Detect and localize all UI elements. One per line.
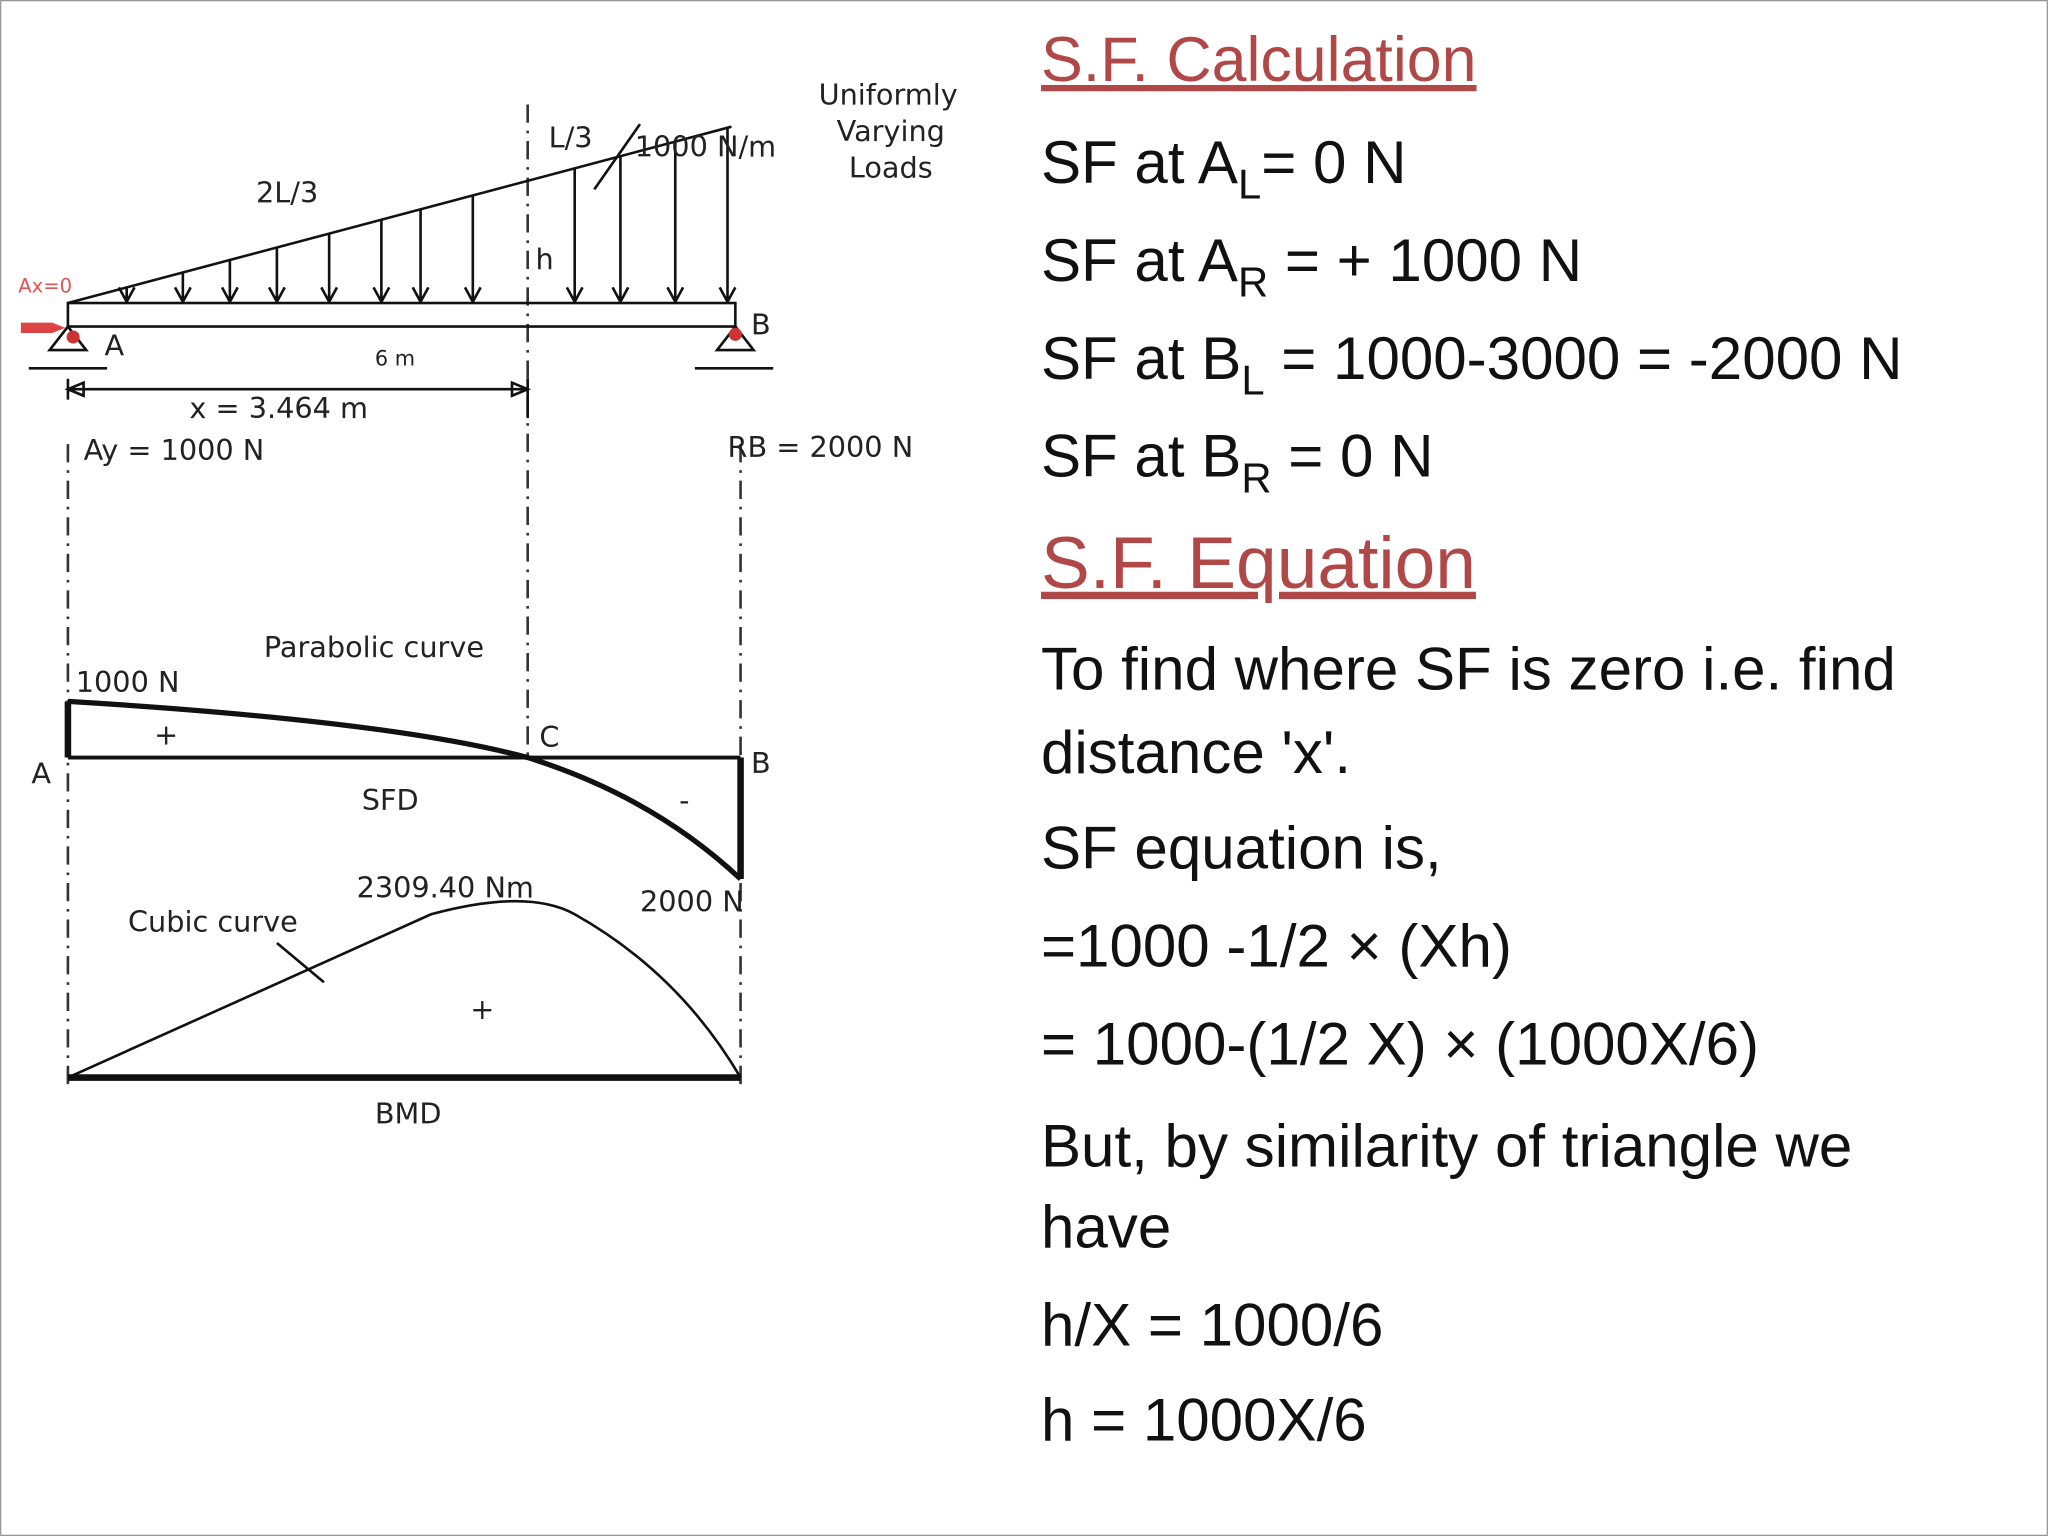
label: C [539, 720, 559, 754]
subscript: L [1238, 161, 1261, 208]
label: L/3 [549, 121, 593, 155]
label: Ay = 1000 N [84, 433, 265, 467]
label: Ax=0 [18, 275, 72, 298]
label: h [536, 242, 554, 276]
subscript: L [1241, 356, 1264, 403]
label: 2000 N [640, 885, 744, 919]
text: SF at A [1041, 129, 1238, 196]
body-line: distance 'x'. [1041, 719, 1351, 786]
beam-diagram: Ax=0 A B 2L/3 L/3 1000 N/m Uniformly Var… [18, 77, 957, 1130]
load-arrow [718, 127, 737, 305]
label: B [751, 746, 771, 780]
text: = + 1000 N [1268, 227, 1582, 294]
label: Parabolic curve [264, 630, 484, 664]
text: SF at B [1041, 325, 1241, 392]
load-arrow [463, 195, 482, 305]
load-arrow [611, 156, 630, 305]
text: SF at A [1041, 227, 1238, 294]
label: Loads [849, 151, 933, 185]
body-line: h/X = 1000/6 [1041, 1291, 1383, 1358]
text: = 0 N [1272, 423, 1434, 490]
label: B [751, 307, 771, 341]
text: SF at B [1041, 423, 1241, 490]
calc-line: SF at AL= 0 N [1041, 129, 1407, 208]
heading: S.F. Calculation [1041, 25, 1477, 95]
body-line: = 1000-(1/2 X) × (1000X/6) [1041, 1010, 1759, 1077]
label: A [31, 757, 51, 791]
label: BMD [375, 1096, 442, 1130]
body-line: To find where SF is zero i.e. find [1041, 636, 1896, 703]
body-line: =1000 -1/2 × (Xh) [1041, 913, 1512, 980]
subscript: R [1241, 454, 1271, 501]
label: 2L/3 [256, 175, 318, 209]
load-arrow [320, 233, 339, 305]
load-arrow [173, 272, 192, 305]
calc-line: SF at BL = 1000-3000 = -2000 N [1041, 325, 1903, 404]
load-arrow [267, 247, 286, 305]
label: Varying [837, 114, 945, 148]
body-line: have [1041, 1193, 1171, 1260]
label: - [679, 783, 689, 817]
load-arrow [220, 259, 239, 305]
label: A [104, 328, 124, 362]
load-arrow [565, 168, 584, 305]
heading: S.F. Equation [1041, 523, 1476, 604]
label: Cubic curve [128, 904, 298, 938]
body-line: h = 1000X/6 [1041, 1387, 1367, 1454]
label: 6 m [375, 347, 415, 371]
label: 1000 N [76, 665, 180, 699]
body-line: SF equation is, [1041, 815, 1442, 882]
label: Uniformly [819, 77, 958, 111]
text: = 1000-3000 = -2000 N [1265, 325, 1903, 392]
label: SFD [362, 783, 419, 817]
load-arrow [411, 209, 430, 305]
text: = 0 N [1261, 129, 1406, 196]
load-arrow [117, 286, 136, 305]
subscript: R [1238, 258, 1268, 305]
load-arrow [666, 141, 685, 305]
label: + [154, 717, 178, 751]
label: 2309.40 Nm [357, 870, 534, 904]
label: + [470, 992, 494, 1026]
label: 1000 N/m [635, 130, 776, 164]
text-content: S.F. Calculation SF at AL= 0 NSF at AR =… [1041, 25, 1903, 1454]
calc-line: SF at AR = + 1000 N [1041, 227, 1582, 306]
calc-line: SF at BR = 0 N [1041, 423, 1434, 502]
label: x = 3.464 m [189, 391, 368, 425]
load-arrow [372, 219, 391, 305]
body-line: But, by similarity of triangle we [1041, 1112, 1852, 1179]
label: RB = 2000 N [728, 430, 914, 464]
